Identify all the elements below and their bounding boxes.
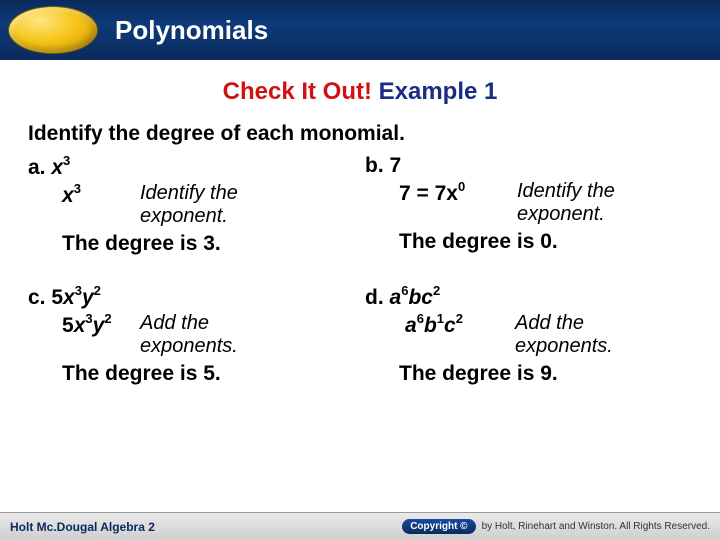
c-hint: Add the exponents.	[140, 312, 238, 358]
a-base: x	[51, 156, 63, 179]
a-sup: 3	[63, 153, 70, 168]
content-area: Identify the degree of each monomial. a.…	[0, 122, 720, 386]
example-a: a. x3 x3 Identify the exponent. The degr…	[28, 154, 355, 256]
subtitle: Check It Out! Example 1	[0, 78, 720, 106]
header-oval-badge	[8, 6, 98, 54]
example-d-given: d. a6bc2	[365, 284, 692, 310]
example-a-answer: The degree is 3.	[28, 232, 355, 256]
example-b-step: 7 = 7x0 Identify the exponent.	[365, 180, 692, 226]
b-hint: Identify the exponent.	[517, 180, 615, 226]
d-step-expr: a6b1c2	[405, 312, 515, 338]
example-b-answer: The degree is 0.	[365, 230, 692, 254]
a-hint: Identify the exponent.	[140, 182, 238, 228]
header-title: Polynomials	[115, 15, 268, 46]
example-d-answer: The degree is 9.	[365, 362, 692, 386]
example-b: b. 7 7 = 7x0 Identify the exponent. The …	[365, 154, 692, 256]
example-c-answer: The degree is 5.	[28, 362, 355, 386]
label-c: c.	[28, 286, 46, 309]
example-c-given: c. 5x3y2	[28, 284, 355, 310]
example-c-step: 5x3y2 Add the exponents.	[28, 312, 355, 358]
a-step-expr: x3	[62, 182, 140, 208]
subtitle-red: Check It Out!	[223, 78, 372, 105]
prompt-text: Identify the degree of each monomial.	[28, 122, 692, 146]
example-d: d. a6bc2 a6b1c2 Add the exponents. The d…	[365, 284, 692, 386]
example-d-step: a6b1c2 Add the exponents.	[365, 312, 692, 358]
label-b: b.	[365, 154, 384, 177]
slide-header: Polynomials	[0, 0, 720, 60]
c-step-expr: 5x3y2	[62, 312, 140, 338]
slide-footer: Holt Mc.Dougal Algebra 2 Copyright © by …	[0, 512, 720, 540]
copyright-badge: Copyright ©	[402, 519, 475, 534]
footer-right-text: by Holt, Rinehart and Winston. All Right…	[482, 521, 710, 532]
b-given: 7	[390, 154, 402, 177]
b-step-expr: 7 = 7x0	[399, 180, 517, 206]
subtitle-blue: Example 1	[379, 78, 498, 105]
example-b-given: b. 7	[365, 154, 692, 178]
footer-left-text: Holt Mc.Dougal Algebra 2	[10, 520, 155, 534]
label-a: a.	[28, 156, 46, 179]
example-c: c. 5x3y2 5x3y2 Add the exponents. The de…	[28, 284, 355, 386]
footer-right: Copyright © by Holt, Rinehart and Winsto…	[402, 519, 710, 534]
example-a-given: a. x3	[28, 154, 355, 180]
d-hint: Add the exponents.	[515, 312, 613, 358]
example-a-step: x3 Identify the exponent.	[28, 182, 355, 228]
label-d: d.	[365, 286, 384, 309]
examples-grid: a. x3 x3 Identify the exponent. The degr…	[28, 154, 692, 386]
